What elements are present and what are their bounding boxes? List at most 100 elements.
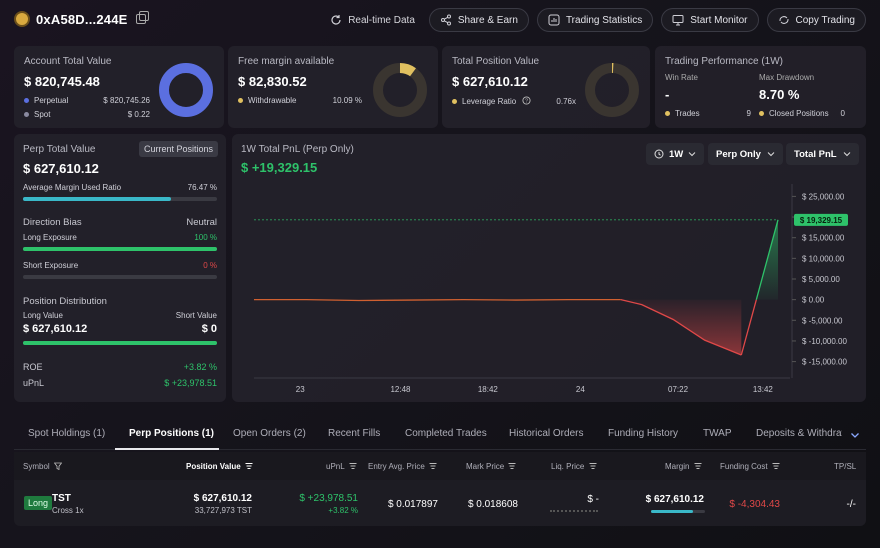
y-tick-label: $ -15,000.00 <box>802 358 847 367</box>
col-entry-price[interactable]: Entry Avg. Price <box>368 462 437 471</box>
tab-historical-orders[interactable]: Historical Orders <box>509 428 584 439</box>
trades-value: 9 <box>746 109 751 118</box>
free-margin-card: Free margin available $ 82,830.52 Withdr… <box>228 46 438 128</box>
short-value: $ 0 <box>201 323 217 335</box>
sort-icon <box>429 463 437 469</box>
side-badge: Long <box>24 496 53 510</box>
share-earn-button[interactable]: Share & Earn <box>428 8 529 32</box>
withdrawable-legend: Withdrawable <box>238 96 296 105</box>
max-drawdown-value: 8.70 % <box>759 87 800 102</box>
row-mark-price: $ 0.018608 <box>467 499 518 510</box>
long-value-label: Long Value <box>23 311 63 320</box>
col-margin[interactable]: Margin <box>665 462 702 471</box>
copy-icon[interactable] <box>135 11 149 24</box>
row-entry-price: $ 0.017897 <box>387 499 438 510</box>
spot-legend: Spot <box>24 110 50 119</box>
trades-legend: Trades <box>665 109 700 118</box>
account-total-value: $ 820,745.48 <box>24 74 100 89</box>
share-icon <box>440 14 451 26</box>
max-drawdown-label: Max Drawdown <box>759 73 815 82</box>
y-tick-label: $ 15,000.00 <box>802 234 845 243</box>
perp-total-value: $ 627,610.12 <box>23 161 99 176</box>
row-upnl: $ +23,978.51 <box>299 493 358 504</box>
total-position-title: Total Position Value <box>452 56 540 67</box>
tab-perp-positions[interactable]: Perp Positions (1) <box>129 428 215 439</box>
metric-select[interactable]: Total PnL <box>786 143 859 165</box>
wallet-avatar-icon <box>14 11 30 27</box>
closed-positions-value: 0 <box>840 109 845 118</box>
current-positions-button[interactable]: Current Positions <box>138 141 218 157</box>
pnl-line-flat <box>254 299 621 302</box>
table-row[interactable]: Long TST Cross 1x $ 627,610.12 33,727,97… <box>14 480 866 526</box>
col-liq-price[interactable]: Liq. Price <box>551 462 597 471</box>
current-value-badge <box>794 213 848 226</box>
account-donut-chart <box>159 63 213 117</box>
avg-margin-bar-fill <box>23 197 172 201</box>
pnl-line-decline <box>620 299 742 356</box>
position-distribution-bar <box>23 341 217 345</box>
trading-statistics-button[interactable]: Trading Statistics <box>536 8 654 32</box>
current-value-badge-label: $ 19,329.15 <box>800 216 843 225</box>
market-filter-value: Perp Only <box>716 148 761 160</box>
x-tick-label: 24 <box>576 385 585 394</box>
long-exposure-bar <box>23 247 217 251</box>
tab-recent-fills[interactable]: Recent Fills <box>328 428 381 439</box>
tab-funding-history[interactable]: Funding History <box>608 428 679 439</box>
col-funding-cost[interactable]: Funding Cost <box>720 462 780 471</box>
short-exposure-bar <box>23 275 217 279</box>
performance-title: Trading Performance (1W) <box>665 56 783 67</box>
col-position-value[interactable]: Position Value <box>186 462 253 471</box>
copy-trading-icon <box>779 16 789 24</box>
total-position-value: $ 627,610.12 <box>452 74 528 89</box>
row-symbol[interactable]: TST <box>52 493 71 504</box>
upnl-label: uPnL <box>23 378 45 388</box>
row-tpsl[interactable]: -/- <box>846 499 856 510</box>
liq-distance-bar <box>550 510 598 512</box>
sort-icon <box>589 463 597 469</box>
pnl-title: 1W Total PnL (Perp Only) <box>241 144 354 155</box>
short-exposure-value: 0 % <box>203 261 217 270</box>
y-tick-label: $ 25,000.00 <box>802 192 845 201</box>
market-filter-select[interactable]: Perp Only <box>708 143 783 165</box>
x-tick-label: 18:42 <box>478 385 499 394</box>
chevron-down-icon[interactable] <box>850 430 860 440</box>
start-monitor-label: Start Monitor <box>690 14 748 26</box>
positions-tabs: Spot Holdings (1) Perp Positions (1) Ope… <box>14 420 866 450</box>
position-distribution-bar-fill <box>23 341 217 345</box>
tab-open-orders[interactable]: Open Orders (2) <box>233 428 306 439</box>
tab-deposits-withdraw[interactable]: Deposits & Withdraw <box>756 428 842 439</box>
col-mark-price[interactable]: Mark Price <box>466 462 516 471</box>
leverage-value: 0.76x <box>556 96 576 106</box>
y-tick-label: $ 10,000.00 <box>802 254 845 263</box>
metric-value: Total PnL <box>794 148 837 160</box>
row-liq-price: $ - <box>587 494 599 505</box>
top-bar: 0xA58D...244E Real-time Data Share & Ear… <box>0 0 880 40</box>
copy-trading-label: Copy Trading <box>795 14 855 26</box>
col-symbol[interactable]: Symbol <box>23 462 63 471</box>
tab-spot-holdings[interactable]: Spot Holdings (1) <box>28 428 106 439</box>
avg-margin-bar <box>23 197 217 201</box>
roe-value: +3.82 % <box>183 362 217 372</box>
chart-icon <box>548 14 560 26</box>
period-value: 1W <box>669 148 684 160</box>
copy-trading-button[interactable]: Copy Trading <box>766 8 866 32</box>
free-margin-title: Free margin available <box>238 56 335 67</box>
chevron-down-icon <box>688 152 696 157</box>
realtime-data-button[interactable]: Real-time Data <box>324 8 421 32</box>
tab-completed-trades[interactable]: Completed Trades <box>405 428 487 439</box>
start-monitor-button[interactable]: Start Monitor <box>661 8 759 32</box>
row-funding-cost: $ -4,304.43 <box>729 499 780 510</box>
period-select[interactable]: 1W <box>646 143 705 165</box>
pnl-chart: $ 25,000.00$ 20,000.00$ 15,000.00$ 10,00… <box>254 184 848 394</box>
help-icon[interactable]: ? <box>521 96 531 105</box>
position-donut-chart <box>585 63 639 117</box>
monitor-icon <box>672 15 684 26</box>
perp-total-title: Perp Total Value <box>23 144 96 155</box>
win-rate-value: - <box>665 87 670 102</box>
long-exposure-bar-fill <box>23 247 217 251</box>
tab-twap[interactable]: TWAP <box>703 428 732 439</box>
col-upnl[interactable]: uPnL <box>326 462 357 471</box>
filter-icon <box>53 462 63 471</box>
position-distribution-label: Position Distribution <box>23 296 107 307</box>
y-tick-label: $ 5,000.00 <box>802 275 840 284</box>
